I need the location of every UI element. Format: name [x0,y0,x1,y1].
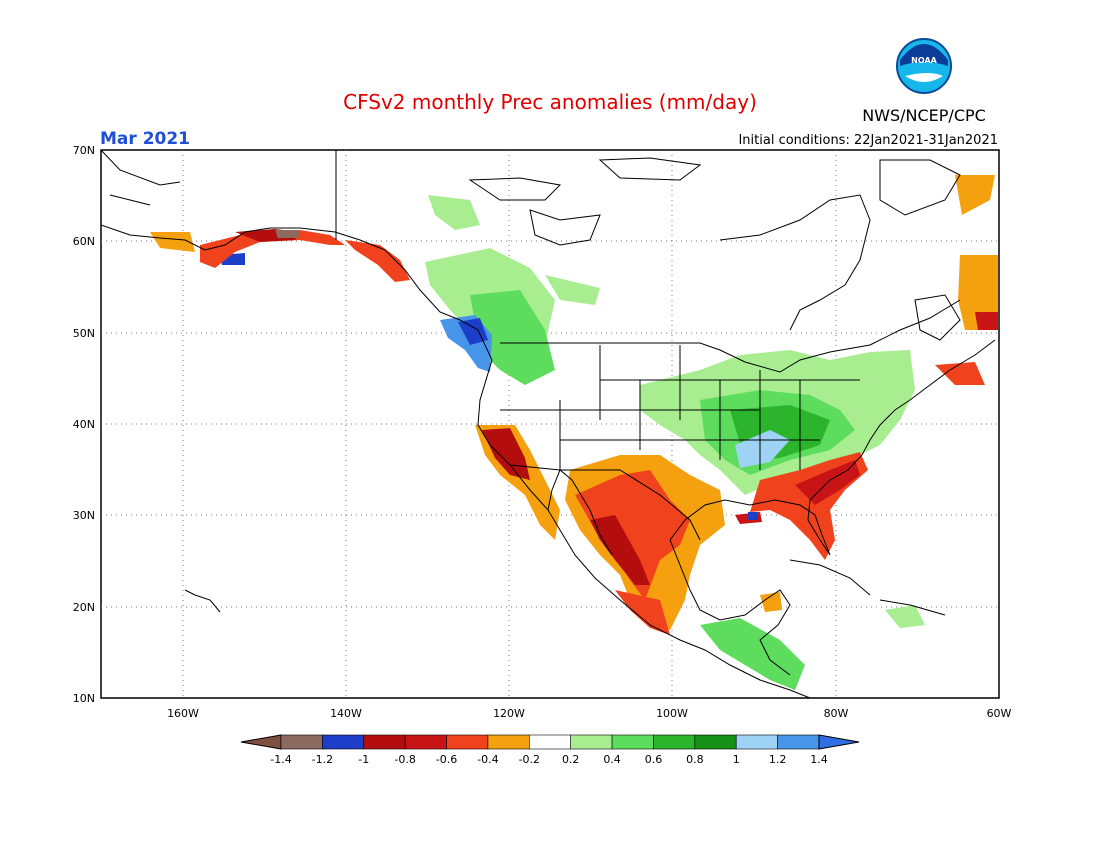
dry-california-red [482,428,530,480]
lon-label: 60W [987,707,1012,720]
dry-nova-scotia [935,362,985,385]
lon-label: 100W [656,707,688,720]
dry-mexico-red [590,515,650,585]
figure-title: CFSv2 monthly Prec anomalies (mm/day) [343,90,757,114]
colorbar-segment [280,734,323,750]
forecast-month: Mar 2021 [100,129,190,149]
colorbar-labels: -1.4 -1.2 -1 -0.8 -0.6 -0.4 -0.2 0.2 0.4 0.6 0.8 1 1… [270,753,827,766]
dry-southwest-red [575,470,690,600]
lat-label: 60N [73,235,95,248]
colorbar-tick-label: -1.2 [312,753,333,766]
colorbar-segment [446,734,489,750]
dry-yucatan [760,592,782,612]
dry-alaska-south [200,230,345,268]
colorbar-segment [487,734,530,750]
colorbar-segment [529,734,571,750]
colorbar-segment [363,734,406,750]
lon-label: 140W [330,707,362,720]
colorbar-tick-label: -0.2 [519,753,540,766]
latitude-labels: 70N 60N 50N 40N 30N 20N 10N [73,144,95,705]
dry-labrador-red [975,312,998,330]
colorbar-segment [694,734,737,750]
longitude-labels: 160W 140W 120W 100W 80W 60W [167,707,1011,720]
colorbar-tick-label: -1.4 [270,753,291,766]
lat-label: 30N [73,509,95,522]
colorbar-tick-label: -1 [358,753,369,766]
colorbar-tick-label: 1.2 [769,753,787,766]
dry-bc-coast [345,240,410,282]
noaa-logo-text: NOAA [911,56,937,65]
coastlines [101,150,996,698]
dry-gulf-blue [748,512,758,520]
lon-label: 120W [493,707,525,720]
wet-bc-blue [458,318,488,345]
colorbar-tick-label: 0.4 [603,753,621,766]
wet-central-america [700,618,805,690]
lon-label: 80W [824,707,849,720]
dry-alaska-brown [275,230,300,238]
dry-greenland [955,175,995,215]
dry-mexico-pacific [615,590,670,635]
lat-label: 70N [73,144,95,157]
wet-caribbean [885,605,925,628]
colorbar-segment [611,734,654,750]
wet-canada-central [545,275,600,305]
colorbar-tick-label: -0.6 [436,753,457,766]
lat-label: 50N [73,327,95,340]
colorbar-segment [735,734,778,750]
colorbar-arrow-left [240,734,282,750]
lat-label: 10N [73,692,95,705]
colorbar [240,734,860,750]
colorbar-tick-label: -0.4 [477,753,498,766]
colorbar-tick-label: 1.4 [810,753,828,766]
colorbar-tick-label: 0.6 [645,753,663,766]
colorbar-tick-label: -0.8 [394,753,415,766]
colorbar-segment [404,734,447,750]
colorbar-segment [777,734,820,750]
colorbar-tick-label: 0.8 [686,753,704,766]
dry-labrador [958,255,998,330]
colorbar-tick-label: 0.2 [562,753,580,766]
colorbar-segment [570,734,613,750]
colorbar-tick-label: 1 [733,753,740,766]
lon-label: 160W [167,707,199,720]
initial-conditions: Initial conditions: 22Jan2021-31Jan2021 [738,133,998,148]
lat-label: 40N [73,418,95,431]
wet-canada-north [428,195,480,230]
colorbar-segment [653,734,696,750]
colorbar-segment [322,734,365,750]
lat-label: 20N [73,601,95,614]
agency-label: NWS/NCEP/CPC [862,106,986,125]
dry-alaska [150,232,195,252]
noaa-logo: NOAA [896,38,952,94]
colorbar-arrow-right [818,734,860,750]
